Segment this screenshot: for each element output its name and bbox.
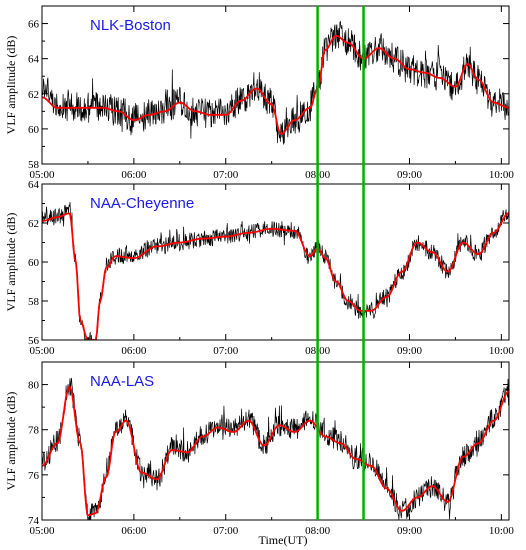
naa-las-x-tick-label: 05:00: [29, 525, 55, 537]
naa-las-y-axis-label: VLF amplitude (dB): [4, 392, 18, 491]
naa-cheyenne-x-tick-label: 07:00: [213, 345, 239, 357]
nlk-boston-y-tick-label: 64: [28, 54, 40, 66]
naa-cheyenne-x-tick-label: 10:00: [489, 345, 515, 357]
naa-las-y-tick-label: 76: [28, 470, 40, 482]
naa-las-y-tick-label: 80: [28, 380, 40, 392]
nlk-boston-plot-frame: [41, 5, 510, 165]
nlk-boston-y-tick-label: 66: [28, 19, 40, 31]
naa-cheyenne-x-tick-label: 06:00: [121, 345, 147, 357]
nlk-boston-y-tick-label: 60: [28, 124, 40, 136]
naa-cheyenne-smoothed-series-line: [42, 212, 509, 340]
nlk-boston-x-tick-label: 06:00: [121, 169, 147, 181]
naa-cheyenne-x-tick-label: 05:00: [29, 345, 55, 357]
naa-las-smoothed-series-line: [42, 386, 509, 517]
nlk-boston-x-tick-label: 05:00: [29, 169, 55, 181]
naa-cheyenne-y-tick-label: 56: [28, 335, 40, 347]
naa-cheyenne-y-tick-label: 60: [28, 257, 40, 269]
panels: 58 60 62 64 66 05:00 06:00 07:00 08:00 09:00 10:00…: [4, 5, 515, 537]
naa-las-panel-title: NAA-LAS: [90, 373, 154, 390]
panel-naa-cheyenne: 565860626405:0006:0007:0008:0009:0010:00…: [4, 179, 514, 357]
naa-cheyenne-x-tick-label: 09:00: [397, 345, 423, 357]
naa-las-x-tick-label: 08:00: [305, 525, 331, 537]
nlk-boston-x-tick-label: 09:00: [397, 169, 423, 181]
panel-naa-las: 74 76 78 80 05:00 06:00 07:00 08:00 09:00 10:00 VL…: [4, 361, 515, 537]
naa-cheyenne-y-axis-label: VLF amplitude (dB): [4, 213, 18, 312]
naa-las-plot-frame: [41, 361, 510, 521]
vertical-markers: [316, 6, 365, 520]
nlk-boston-x-tick-label: 10:00: [489, 169, 515, 181]
nlk-boston-y-axis-label: VLF amplitude (dB): [4, 36, 18, 135]
nlk-boston-smoothed-series-line: [42, 34, 509, 136]
naa-las-x-tick-label: 09:00: [397, 525, 423, 537]
nlk-boston-panel-title: NLK-Boston: [90, 17, 171, 34]
naa-las-raw-series-line: [42, 377, 509, 520]
nlk-boston-y-tick-label: 62: [28, 89, 39, 101]
naa-las-x-tick-label: 06:00: [121, 525, 147, 537]
x-axis-label: Time(UT): [259, 533, 308, 547]
naa-las-y-tick-label: 78: [28, 425, 40, 437]
naa-las-y-tick-label: 74: [28, 515, 40, 527]
naa-cheyenne-raw-series-line: [42, 201, 509, 340]
naa-cheyenne-panel-title: NAA-Cheyenne: [90, 195, 194, 212]
naa-las-x-tick-label: 07:00: [213, 525, 239, 537]
naa-cheyenne-y-tick-label: 58: [28, 296, 40, 308]
panel-nlk-boston: 586062646605:0006:0007:0008:0009:0010:00…: [4, 5, 515, 181]
naa-las-x-tick-label: 10:00: [489, 525, 515, 537]
nlk-boston-raw-series-line: [42, 20, 509, 145]
nlk-boston-x-tick-label: 07:00: [213, 169, 239, 181]
naa-cheyenne-y-tick-label: 64: [28, 179, 40, 191]
naa-cheyenne-y-tick-label: 62: [28, 218, 39, 230]
nlk-boston-y-tick-label: 58: [28, 159, 40, 171]
